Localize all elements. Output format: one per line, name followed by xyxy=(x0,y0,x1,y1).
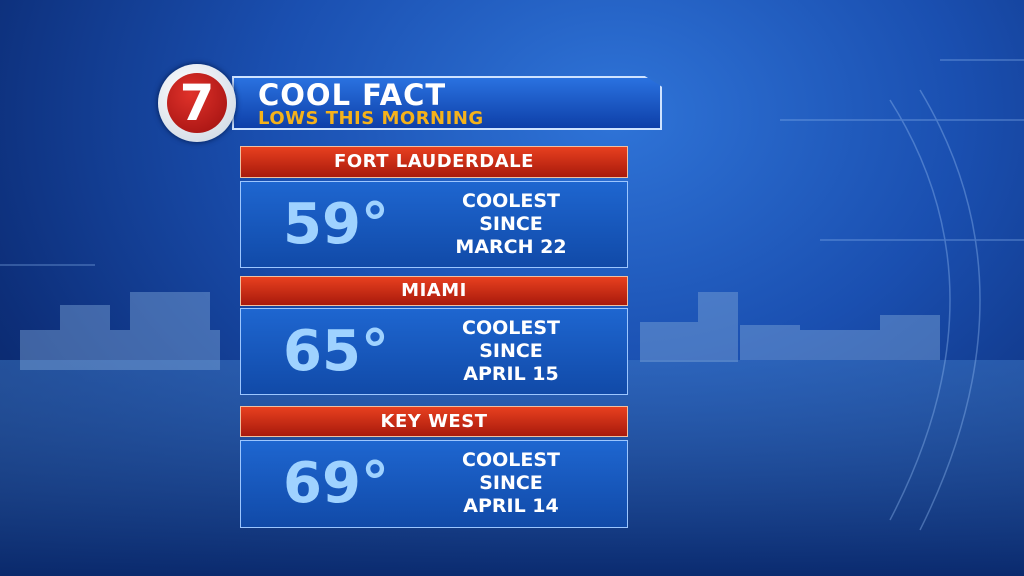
city-name: MIAMI xyxy=(240,276,628,306)
temperature: 65° xyxy=(283,319,389,384)
temperature: 69° xyxy=(283,451,389,516)
header-bar xyxy=(232,76,662,130)
city-panel: 59° COOLEST SINCE MARCH 22 xyxy=(240,181,628,268)
note-line: COOLEST xyxy=(462,190,560,212)
logo: 7 xyxy=(158,64,236,142)
note-line: SINCE xyxy=(479,213,543,235)
note-line: APRIL 14 xyxy=(463,495,559,517)
title: COOL FACT xyxy=(258,78,447,112)
city-name: FORT LAUDERDALE xyxy=(240,146,628,178)
note-line: APRIL 15 xyxy=(463,363,559,385)
city-panel: 65° COOLEST SINCE APRIL 15 xyxy=(240,308,628,395)
note-line: SINCE xyxy=(479,472,543,494)
note-line: COOLEST xyxy=(462,317,560,339)
city-name: KEY WEST xyxy=(240,406,628,437)
subtitle: LOWS THIS MORNING xyxy=(258,108,484,129)
logo-number: 7 xyxy=(167,73,227,133)
note-line: COOLEST xyxy=(462,449,560,471)
note-line: SINCE xyxy=(479,340,543,362)
temperature: 59° xyxy=(283,192,389,257)
city-panel: 69° COOLEST SINCE APRIL 14 xyxy=(240,440,628,528)
note-line: MARCH 22 xyxy=(455,236,567,258)
